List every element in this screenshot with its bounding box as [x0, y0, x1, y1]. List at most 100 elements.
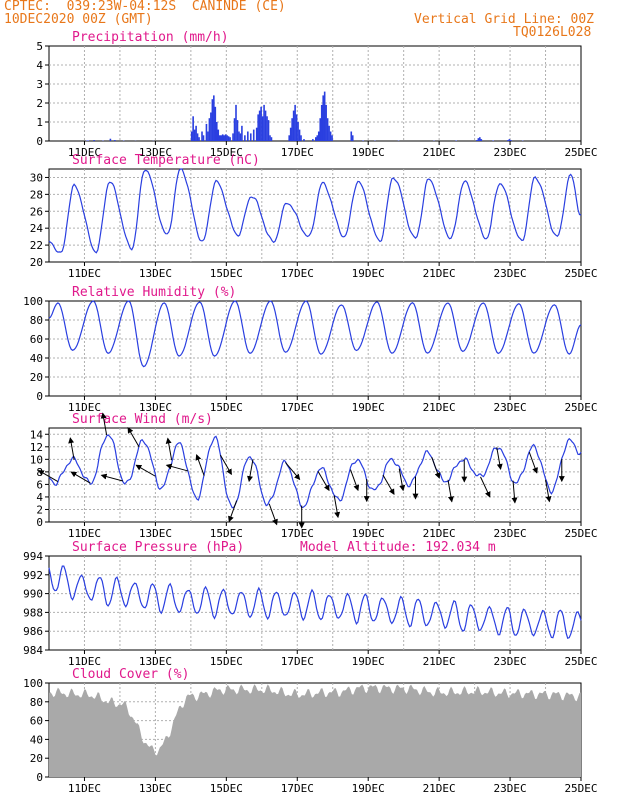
header-location: CPTEC: 039:23W-04:12S CANINDE (CE)	[4, 0, 286, 14]
wind-xtick-label: 23DEC	[494, 527, 527, 540]
precip-bar	[224, 134, 227, 141]
precip-bar	[295, 114, 298, 141]
precip-ytick-label: 1	[36, 116, 43, 129]
wind-arrow	[496, 447, 503, 470]
precip-bar	[193, 129, 196, 141]
cloud-ytick-label: 100	[23, 677, 43, 690]
wind-xtick-label: 15DEC	[210, 527, 243, 540]
precip-bar	[202, 135, 205, 141]
precip-bar	[247, 131, 249, 141]
precip-bar	[477, 138, 480, 141]
rh-ytick-label: 60	[30, 333, 43, 346]
precip-xtick-label: 21DEC	[423, 146, 456, 159]
precip-bar	[223, 135, 225, 141]
precip-bar	[508, 139, 511, 141]
precip-bar	[331, 135, 333, 141]
precip-bar	[215, 122, 218, 141]
rh-frame	[48, 300, 582, 397]
wind-arrow	[447, 479, 454, 503]
cloud-ytick-label: 20	[30, 752, 43, 765]
wind-arrow	[382, 474, 395, 495]
precip-bar	[479, 137, 481, 141]
precip-ytick-label: 3	[36, 78, 43, 91]
pressure-frame	[48, 555, 582, 651]
precip-bar	[213, 95, 215, 141]
precip-bar	[233, 118, 236, 141]
cloud-xtick-label: 21DEC	[423, 782, 456, 795]
precip-bar	[300, 135, 302, 141]
wind-xtick-label: 13DEC	[139, 527, 172, 540]
precip-bar	[241, 125, 243, 141]
pressure-title: Surface Pressure (hPa)	[72, 540, 244, 555]
precip-bar	[294, 104, 296, 141]
precip-bar	[218, 135, 221, 141]
wind-arrow	[528, 451, 538, 474]
cloud-xtick-label: 13DEC	[139, 782, 172, 795]
precip-bar	[510, 140, 512, 141]
precip-bar	[87, 140, 90, 141]
rh-line	[48, 300, 582, 368]
precip-bar	[328, 125, 330, 141]
wind-xtick-label: 17DEC	[281, 527, 314, 540]
precip-bar	[255, 127, 258, 141]
wind-xtick-label: 21DEC	[423, 527, 456, 540]
wind-ytick-label: 10	[30, 453, 43, 466]
cloud-title: Cloud Cover (%)	[72, 667, 189, 682]
wind-arrow	[431, 457, 441, 479]
precip-bar	[201, 131, 203, 141]
pressure-xtick-label: 23DEC	[494, 655, 527, 668]
precip-bar	[229, 137, 231, 141]
pressure-ytick-label: 984	[23, 644, 43, 657]
wind-arrow	[349, 469, 360, 492]
cloud-xtick-label: 19DEC	[352, 782, 385, 795]
rh-xtick-label: 25DEC	[564, 401, 597, 414]
wind-arrow	[135, 464, 156, 477]
precip-bar	[221, 134, 224, 141]
precip-bar	[217, 129, 220, 141]
precip-bar	[93, 140, 95, 141]
precip-bar	[205, 123, 208, 141]
pressure-annotation: Model Altitude: 192.034 m	[300, 540, 496, 555]
precip-bar	[226, 135, 228, 141]
precip-bar	[269, 135, 271, 141]
precip-xtick-label: 25DEC	[564, 146, 597, 159]
precip-bar	[214, 106, 217, 141]
wind-xtick-label: 11DEC	[68, 527, 101, 540]
cloud-xtick-label: 23DEC	[494, 782, 527, 795]
precip-bar	[263, 104, 265, 141]
cloud-ytick-label: 80	[30, 696, 43, 709]
wind-arrow	[480, 476, 491, 498]
temp-xtick-label: 19DEC	[352, 267, 385, 280]
rh-xtick-label: 21DEC	[423, 401, 456, 414]
precip-bar	[196, 133, 199, 141]
pressure-xtick-label: 11DEC	[68, 655, 101, 668]
precip-xtick-label: 19DEC	[352, 146, 385, 159]
precip-bar	[192, 116, 194, 141]
cloud-area	[49, 684, 581, 777]
precip-bar	[261, 116, 264, 141]
temp-xtick-label: 21DEC	[423, 267, 456, 280]
temp-ytick-label: 30	[30, 171, 43, 184]
precip-title: Precipitation (mm/h)	[72, 30, 229, 45]
precip-xtick-label: 17DEC	[281, 146, 314, 159]
precip-bar	[208, 118, 211, 141]
precip-bar	[326, 118, 329, 141]
precip-bar	[323, 91, 326, 141]
wind-ytick-label: 4	[36, 491, 43, 504]
precip-bar	[289, 127, 292, 141]
precip-bar	[291, 118, 293, 141]
precip-bar	[227, 136, 230, 141]
precip-bar	[312, 139, 314, 141]
rh-ytick-label: 40	[30, 352, 43, 365]
temp-xtick-label: 17DEC	[281, 267, 314, 280]
temp-line	[48, 168, 582, 254]
precip-bar	[350, 131, 353, 141]
pressure-ytick-label: 988	[23, 606, 43, 619]
wind-arrow	[37, 470, 59, 482]
temp-ytick-label: 22	[30, 239, 43, 252]
precip-bar	[264, 110, 267, 141]
wind-title: Surface Wind (m/s)	[72, 412, 213, 427]
precip-bar	[210, 112, 212, 141]
rh-xtick-label: 15DEC	[210, 401, 243, 414]
pressure-ytick-label: 994	[23, 550, 43, 563]
